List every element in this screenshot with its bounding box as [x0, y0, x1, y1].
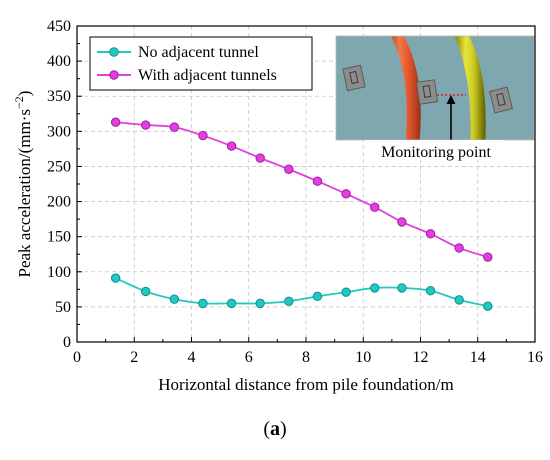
data-point-1: [226, 141, 237, 151]
data-point-0: [483, 301, 493, 311]
data-point-1: [110, 117, 121, 127]
data-point-0: [169, 294, 180, 304]
data-point-0: [255, 298, 265, 309]
x-axis-title: Horizontal distance from pile foundation…: [158, 375, 454, 394]
y-axis-title: Peak acceleration/(mm·s−2): [12, 91, 34, 278]
y-tick-label: 400: [47, 53, 71, 70]
pile-block-1: [342, 64, 366, 92]
x-tick-label: 0: [73, 349, 81, 366]
inset-annotation: Monitoring point: [381, 144, 491, 161]
legend-marker-no-adjacent: [109, 47, 119, 57]
data-point-0: [370, 283, 380, 293]
y-tick-label: 450: [47, 18, 71, 35]
data-point-0: [341, 287, 351, 297]
data-point-0: [141, 286, 151, 297]
chart: Monitoring point 0 2 4 6 8 10 12 14 16 0 50 100 150…: [12, 18, 543, 394]
y-tick-label: 0: [63, 334, 71, 351]
data-point-1: [341, 189, 351, 199]
x-tick-label: 6: [245, 349, 253, 366]
x-tick-label: 10: [355, 349, 371, 366]
x-tick-label: 16: [527, 349, 543, 366]
figure-caption: (a): [0, 418, 550, 441]
data-point-1: [370, 202, 380, 212]
data-point-1: [141, 120, 151, 130]
y-tick-label: 300: [47, 123, 71, 140]
legend-label-with-adjacent: With adjacent tunnels: [138, 67, 277, 84]
y-axis-title-exponent: −2: [12, 96, 26, 109]
y-axis-title-main: Peak acceleration/(mm·s: [15, 109, 34, 278]
data-point-0: [454, 295, 464, 305]
tunnel-right: [454, 36, 486, 140]
legend-box: [89, 36, 313, 91]
legend-entry-with-adjacent: With adjacent tunnels: [97, 67, 277, 84]
data-point-0: [312, 291, 323, 302]
tunnel-left: [390, 36, 421, 140]
caption-close: ): [280, 418, 287, 440]
data-point-0: [397, 283, 407, 293]
data-point-1: [483, 252, 493, 262]
y-axis-title-close: ): [15, 91, 34, 97]
x-tick-label: 2: [130, 349, 138, 366]
plot-series: [110, 117, 493, 311]
data-point-0: [110, 273, 121, 283]
data-point-1: [397, 217, 407, 227]
data-point-1: [255, 153, 265, 163]
y-tick-label: 350: [47, 88, 71, 105]
legend-entry-no-adjacent: No adjacent tunnel: [97, 44, 259, 61]
inset-image: Monitoring point: [335, 35, 535, 161]
caption-open: (: [263, 418, 270, 440]
x-tick-label: 4: [188, 349, 196, 366]
data-point-1: [312, 176, 323, 186]
data-point-1: [454, 243, 464, 253]
data-point-1: [284, 164, 294, 174]
data-point-1: [169, 122, 180, 132]
legend-label-no-adjacent: No adjacent tunnel: [138, 44, 259, 61]
y-tick-label: 150: [47, 229, 71, 246]
legend-marker-with-adjacent: [109, 70, 119, 80]
y-tick-label: 200: [47, 194, 71, 211]
y-tick-label: 100: [47, 264, 71, 281]
pile-block-3: [489, 86, 513, 114]
data-point-0: [198, 298, 208, 309]
monitoring-arrow-head: [446, 95, 456, 104]
y-axis: 0 50 100 150 200 250 300 350 400 450: [47, 18, 82, 351]
x-tick-label: 8: [302, 349, 310, 366]
inset-label-background: [365, 140, 505, 160]
data-point-0: [284, 296, 294, 306]
data-point-0: [425, 286, 436, 296]
data-point-1: [425, 229, 436, 239]
y-tick-label: 50: [55, 299, 71, 316]
x-tick-label: 12: [413, 349, 429, 366]
caption-letter: a: [270, 418, 280, 440]
data-point-0: [226, 298, 237, 309]
y-tick-label: 250: [47, 158, 71, 175]
x-tick-label: 14: [470, 349, 486, 366]
x-axis: 0 2 4 6 8 10 12 14 16: [73, 337, 543, 366]
data-point-1: [198, 130, 208, 141]
legend: No adjacent tunnel With adjacent tunnels: [89, 36, 313, 91]
pile-block-2: [415, 79, 439, 105]
